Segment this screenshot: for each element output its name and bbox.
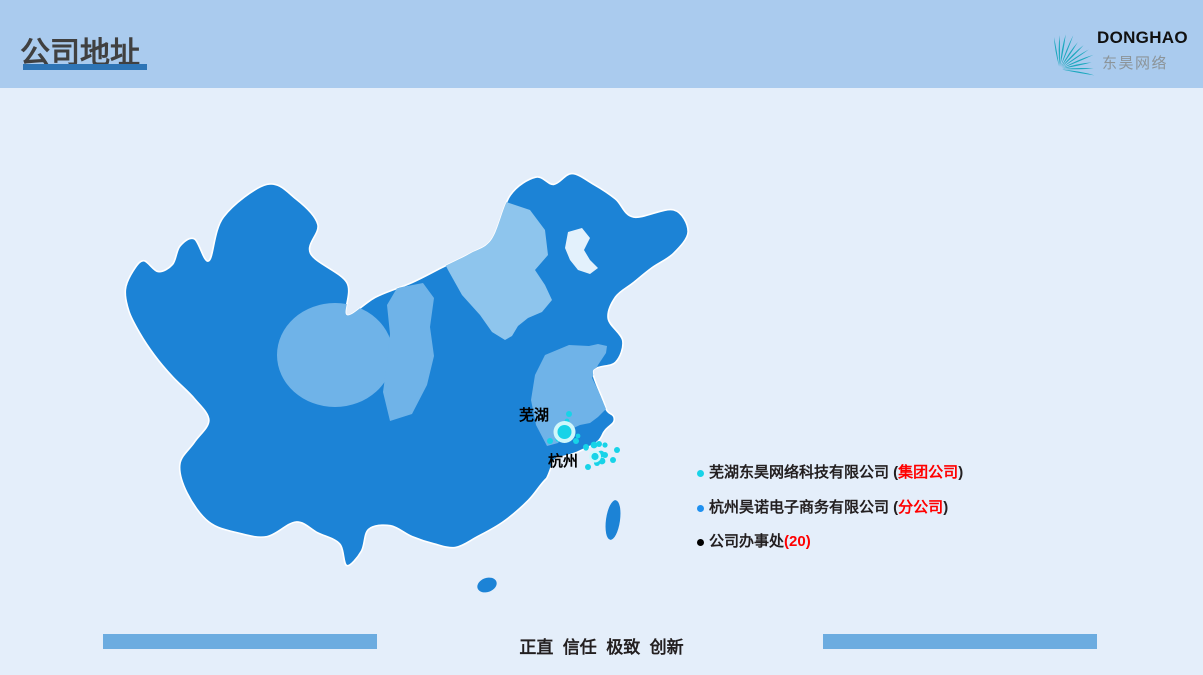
svg-text:杭州: 杭州 [548,452,578,470]
svg-text:芜湖: 芜湖 [519,406,549,424]
